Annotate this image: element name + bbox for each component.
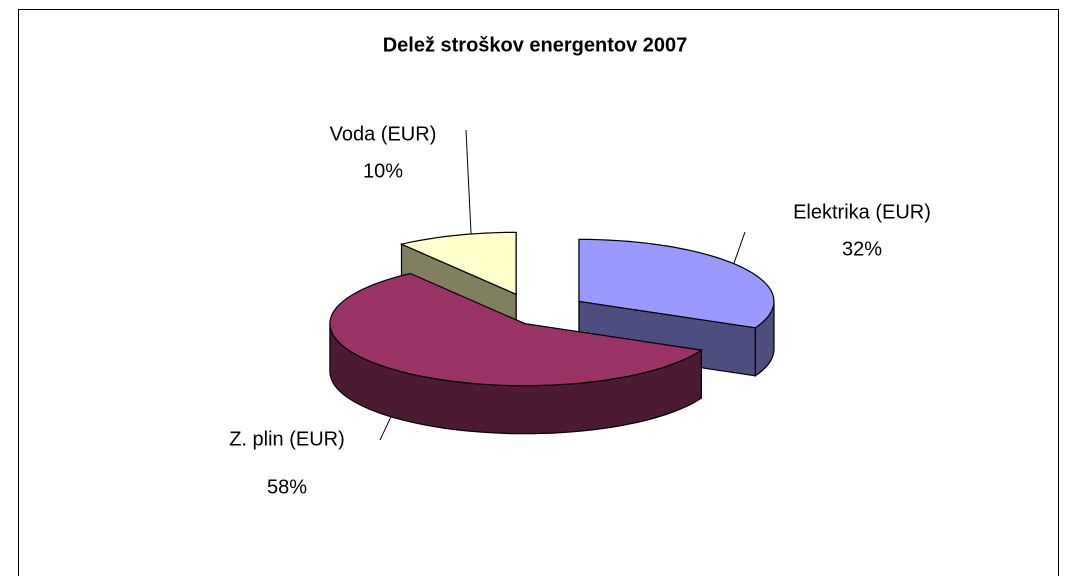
chart-border	[18, 9, 1059, 576]
slice	[399, 231, 517, 296]
slice-value-label: 10%	[363, 160, 403, 182]
leader-line	[465, 129, 473, 255]
slice	[578, 238, 775, 329]
chart-title: Delež stroškov energentov 2007	[383, 34, 688, 56]
slice-value-label: 58%	[267, 476, 307, 498]
slice-label: Z. plin (EUR)	[229, 428, 345, 450]
slice-label: Voda (EUR)	[330, 123, 437, 145]
slice-value-label: 32%	[842, 238, 882, 260]
slice	[329, 272, 703, 387]
slice-label: Elektrika (EUR)	[793, 201, 931, 223]
